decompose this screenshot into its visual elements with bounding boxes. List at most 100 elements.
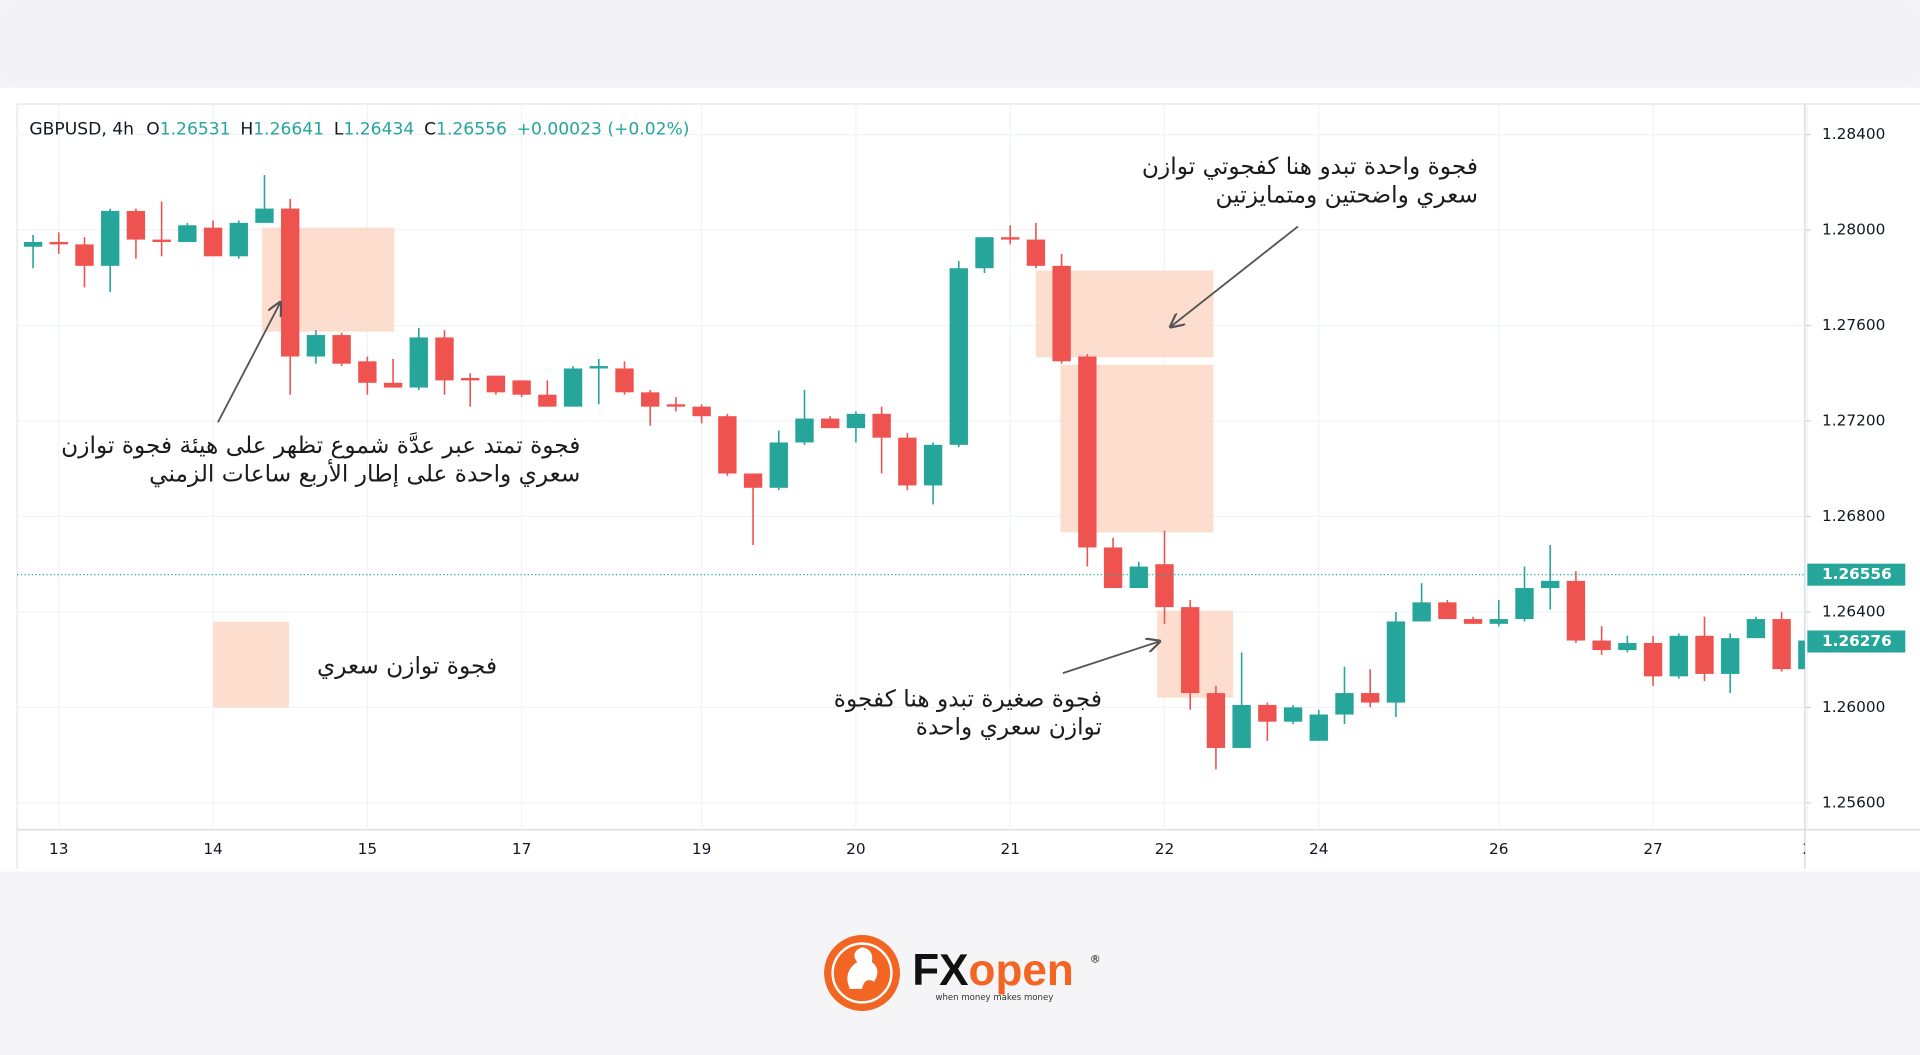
candle-body [358, 361, 377, 383]
candle-body [1772, 619, 1791, 670]
candle-body [1052, 265, 1071, 362]
y-tick-label: 1.25600 [1822, 793, 1885, 811]
x-tick-label: 13 [49, 840, 68, 858]
last-price-tag [1807, 563, 1906, 586]
candle-body [1618, 642, 1637, 651]
candle-body [666, 404, 686, 407]
registered: ® [1090, 953, 1101, 966]
annotation-line: توازن سعري واحدة [916, 714, 1102, 741]
candle-body [872, 413, 891, 438]
annotation-line: سعري واحدة على إطار الأربع ساعات الزمني [149, 459, 580, 488]
candle-body [1541, 580, 1560, 589]
y-tick-label: 1.28000 [1822, 221, 1885, 239]
candle-body [1515, 588, 1534, 620]
candle-body [1181, 607, 1200, 694]
y-tick-label: 1.27600 [1822, 316, 1885, 334]
candle-body [1746, 619, 1766, 639]
annotation-line: سعري واضحتين ومتمايزتين [1216, 181, 1478, 208]
candle-body [975, 237, 994, 269]
chart-panel [0, 88, 1920, 872]
candle-body [1463, 619, 1483, 624]
ohlc-key: L [334, 120, 344, 140]
arrow [217, 302, 280, 423]
candle-body [949, 268, 968, 445]
brand-a: FX [912, 946, 968, 995]
candle-body [486, 375, 506, 393]
candle-body [126, 210, 146, 240]
legend-label: فجوة توازن سعري [317, 653, 497, 680]
candle-body [1078, 356, 1097, 548]
x-tick-label: 20 [846, 840, 865, 858]
candle-body [1669, 635, 1688, 677]
y-tick-label: 1.26400 [1822, 602, 1885, 620]
arrow [1062, 641, 1160, 675]
y-tick-label: 1.28400 [1822, 125, 1885, 143]
x-tick-label: 2 [1802, 840, 1812, 858]
y-tick-label: 1.26800 [1822, 507, 1885, 525]
candle-body [281, 208, 300, 357]
candle-body [332, 335, 351, 364]
x-tick-label: 24 [1309, 840, 1328, 858]
candle-body [1412, 602, 1431, 622]
candle-body [1566, 580, 1586, 641]
change: +0.00023 (+0.02%) [517, 120, 690, 140]
candle-body [923, 444, 943, 486]
candle-body [435, 337, 454, 381]
candle-body [1026, 239, 1046, 266]
marker-price-label: 1.26276 [1822, 632, 1892, 650]
candle-body [1721, 638, 1740, 674]
x-tick-label: 15 [358, 840, 377, 858]
ohlc-value: 1.26556 [436, 120, 507, 140]
symbol: GBPUSD, 4h [29, 120, 134, 140]
candle-body [1335, 693, 1354, 715]
candle-body [409, 337, 428, 388]
candle-body [1103, 547, 1123, 589]
logo: FXopen ® when money makes money [824, 935, 1101, 1011]
ohlc-header: GBPUSD, 4h O1.26531 H1.26641 L1.26434 C1.265… [29, 120, 689, 140]
marker-price-tag [1807, 630, 1906, 653]
candle-body [1232, 704, 1251, 748]
candle-body [769, 442, 788, 488]
candle-body [203, 227, 223, 257]
candle-body [1438, 602, 1457, 620]
y-tick-label: 1.26000 [1822, 698, 1885, 716]
candle-body [1798, 640, 1805, 670]
candle-body [1309, 714, 1328, 741]
candle-body [563, 368, 583, 407]
candle-body [461, 378, 480, 381]
candle-body [1155, 564, 1174, 608]
x-tick-label: 27 [1643, 840, 1662, 858]
candle-body [692, 406, 711, 417]
candle-body [718, 416, 737, 474]
candle-body [255, 208, 274, 223]
annotation-line: فجوة تمتد عبر عدَّة شموع تظهر على هيئة ف… [61, 431, 580, 459]
tagline: when money makes money [936, 993, 1054, 1003]
candle-body [1129, 566, 1148, 589]
last-price-label: 1.26556 [1822, 565, 1892, 583]
ohlc-value: 1.26434 [343, 120, 414, 140]
ohlc-key: O [146, 120, 159, 140]
candle-body [306, 335, 326, 357]
candle-body [1361, 693, 1380, 703]
ohlc-value: 1.26531 [160, 120, 231, 140]
candle-body [512, 380, 531, 395]
candle-body [1001, 237, 1020, 240]
candle-body [75, 244, 94, 266]
candle-body [538, 394, 557, 407]
candle-body [383, 382, 403, 388]
legend-swatch [213, 621, 289, 708]
brand-b: open [969, 946, 1074, 995]
candle-body [1489, 619, 1508, 624]
candle-body [1643, 642, 1663, 677]
x-tick-label: 21 [1000, 840, 1019, 858]
y-tick-label: 1.27200 [1822, 411, 1885, 429]
x-tick-label: 17 [512, 840, 531, 858]
candle-body [178, 225, 197, 242]
x-tick-label: 14 [203, 840, 222, 858]
candle-body [1592, 640, 1611, 651]
candle-body [795, 418, 814, 443]
ohlc-key: H [240, 120, 253, 140]
candle-body [589, 366, 608, 369]
